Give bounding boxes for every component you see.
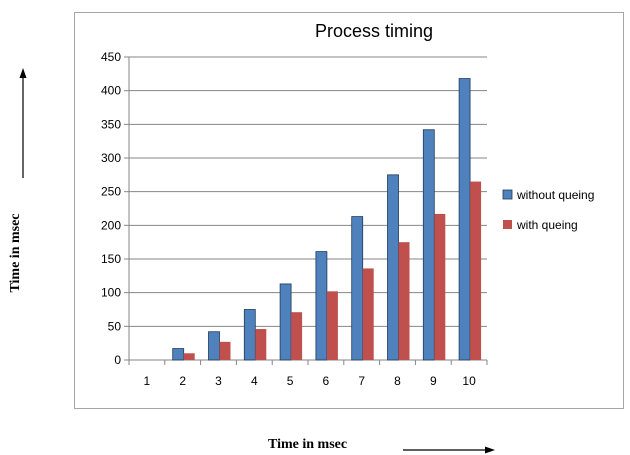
x-tick-label: 8 (394, 374, 401, 388)
x-tick-label: 3 (215, 374, 222, 388)
bar-with-queing (470, 181, 482, 360)
bar-with-queing (291, 312, 303, 360)
y-tick-label: 400 (101, 84, 121, 98)
legend-swatch (503, 220, 512, 229)
bar-with-queing (183, 353, 195, 360)
y-axis-label: Time in msec (8, 213, 23, 293)
y-tick-label: 150 (101, 252, 121, 266)
bar-without-queing (387, 174, 399, 361)
x-tick-label: 9 (430, 374, 437, 388)
x-tick-label: 5 (287, 374, 294, 388)
bar-with-queing (326, 291, 338, 360)
x-tick-label: 6 (323, 374, 330, 388)
bar-without-queing (243, 309, 256, 361)
y-tick-label: 0 (114, 353, 121, 367)
y-tick-label: 250 (101, 185, 121, 199)
chart-title: Process timing (314, 21, 434, 41)
y-tick-label: 450 (101, 50, 121, 64)
bar-without-queing (315, 251, 328, 361)
legend-swatch (502, 189, 513, 200)
x-tick-label: 1 (144, 374, 151, 388)
bar-without-queing (279, 283, 292, 361)
bar-without-queing (351, 216, 364, 361)
x-tick-label: 4 (251, 374, 258, 388)
y-tick-label: 50 (108, 319, 122, 333)
bar-with-queing (219, 341, 231, 360)
bar-without-queing (208, 331, 220, 361)
bar-without-queing (458, 78, 471, 361)
chart-frame: Process timing (74, 12, 624, 409)
x-tick-label: 2 (179, 374, 186, 388)
bar-without-queing (172, 348, 185, 361)
bar-with-queing (255, 329, 267, 360)
bar-without-queing (422, 129, 435, 361)
y-tick-label: 100 (101, 286, 121, 300)
x-tick-label: 10 (462, 374, 476, 388)
legend-label: with queing (516, 218, 578, 232)
bar-with-queing (434, 213, 446, 360)
legend-label: without queing (516, 188, 594, 202)
x-tick-label: 7 (358, 374, 365, 388)
bar-with-queing (362, 268, 374, 360)
y-tick-label: 200 (101, 218, 121, 232)
bar-with-queing (398, 242, 410, 360)
x-axis-label: Time in msec (268, 437, 348, 452)
y-tick-label: 300 (101, 151, 121, 165)
y-tick-label: 350 (101, 117, 121, 131)
